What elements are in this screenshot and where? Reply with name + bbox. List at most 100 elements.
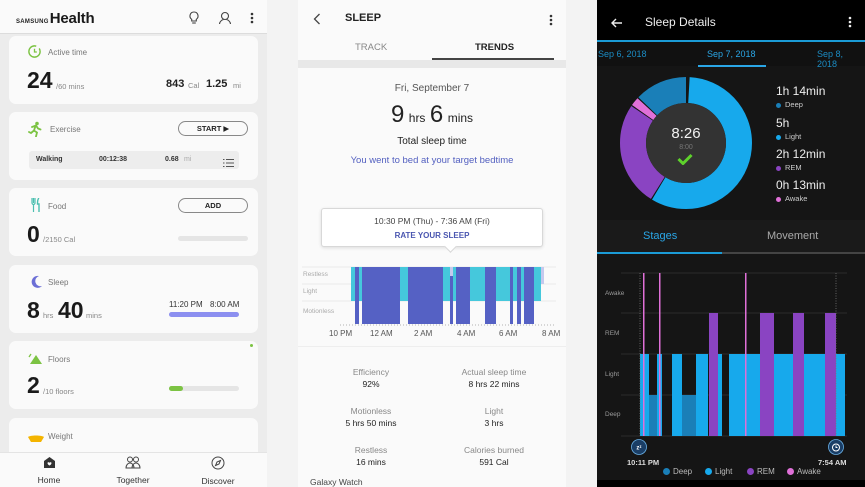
y-label-light: Light bbox=[303, 288, 318, 295]
nav-together[interactable]: Together bbox=[98, 456, 168, 485]
sleep-range-popup[interactable]: 10:30 PM (Thu) - 7:36 AM (Fri) RATE YOUR… bbox=[321, 208, 543, 247]
sleep-duration-bar bbox=[169, 312, 239, 317]
active-goal: /60 mins bbox=[56, 82, 85, 91]
moon-icon bbox=[31, 275, 47, 291]
checkmark-icon bbox=[677, 152, 693, 170]
more-vert-icon[interactable] bbox=[549, 13, 553, 31]
y-label-restless: Restless bbox=[303, 271, 328, 278]
stat-motionless: Motionless 5 hrs 50 mins bbox=[345, 406, 397, 428]
y-label-rem: REM bbox=[605, 330, 620, 337]
timer-icon bbox=[27, 44, 43, 60]
floors-value: 2 bbox=[27, 372, 40, 398]
awake-value: 0h 13min bbox=[776, 178, 826, 192]
rem-value: 2h 12min bbox=[776, 147, 826, 161]
sleep-stage-bars bbox=[302, 266, 556, 326]
home-icon bbox=[43, 457, 55, 468]
floors-goal: /10 floors bbox=[43, 387, 74, 396]
tab-trends[interactable]: TRENDS bbox=[475, 42, 515, 53]
tab-movement[interactable]: Movement bbox=[767, 230, 819, 242]
exercise-card[interactable]: Exercise START ▶ Walking 00:12:38 0.68 m… bbox=[9, 112, 258, 180]
back-arrow-icon[interactable] bbox=[611, 15, 623, 33]
tab-stages[interactable]: Stages bbox=[643, 230, 678, 242]
back-chevron-icon[interactable] bbox=[313, 12, 321, 30]
active-tab-indicator bbox=[597, 252, 722, 254]
nav-home[interactable]: Home bbox=[14, 456, 84, 485]
x-label: 8 AM bbox=[542, 329, 561, 338]
date-current[interactable]: Sep 7, 2018 bbox=[707, 49, 756, 59]
sleep-date: Fri, September 7 bbox=[394, 83, 470, 94]
legend-rem: REM bbox=[747, 467, 775, 476]
more-vert-icon[interactable] bbox=[848, 15, 852, 33]
divider bbox=[298, 346, 566, 347]
x-label: 4 AM bbox=[457, 329, 476, 338]
hours-unit: hrs bbox=[408, 111, 426, 125]
floors-card[interactable]: Floors 2 /10 floors bbox=[9, 341, 258, 409]
brand-health: Health bbox=[49, 10, 95, 27]
stat-restless: Restless 16 mins bbox=[354, 445, 388, 467]
card-label: Food bbox=[48, 202, 67, 211]
y-label-motionless: Motionless bbox=[303, 308, 335, 315]
floors-progress-fill bbox=[169, 386, 183, 391]
sleep-card[interactable]: Sleep 8 hrs 40 mins 11:20 PM 8:00 AM bbox=[9, 265, 258, 333]
bedtime-message: You went to bed at your target bedtime bbox=[350, 155, 514, 166]
date-next[interactable]: Sep 8, 2018 bbox=[817, 49, 844, 69]
total-sleep-time: 8:26 bbox=[671, 125, 701, 142]
nav-discover[interactable]: Discover bbox=[183, 456, 253, 486]
stat-actual-sleep: Actual sleep time 8 hrs 22 mins bbox=[461, 367, 527, 389]
sleep-donut-chart: 8:26 8:00 bbox=[619, 76, 753, 210]
y-label-deep: Deep bbox=[605, 411, 621, 418]
sleep-header: SLEEP TRACK TRENDS bbox=[298, 0, 566, 63]
rate-sleep-button[interactable]: RATE YOUR SLEEP bbox=[394, 231, 470, 240]
exercise-distance-unit: mi bbox=[184, 156, 192, 163]
food-card[interactable]: Food ADD 0 /2150 Cal bbox=[9, 188, 258, 256]
more-vert-icon[interactable] bbox=[244, 10, 260, 26]
active-tab-indicator bbox=[432, 58, 554, 60]
total-sleep-display: 9 hrs 6 mins bbox=[298, 101, 566, 129]
card-label: Active time bbox=[48, 48, 88, 57]
compass-icon bbox=[211, 456, 225, 470]
profile-icon[interactable] bbox=[217, 10, 233, 26]
rem-label: REM bbox=[776, 163, 802, 172]
legend-light: Light bbox=[705, 467, 732, 476]
distance-value: 1.25 bbox=[206, 78, 228, 90]
divider bbox=[298, 60, 566, 68]
stat-light: Light 3 hrs bbox=[484, 406, 504, 428]
mountain-icon bbox=[28, 352, 44, 368]
sleep-start-time: 11:20 PM bbox=[169, 300, 203, 309]
card-label: Exercise bbox=[50, 125, 81, 134]
food-progress-bar bbox=[178, 236, 248, 241]
tab-track[interactable]: TRACK bbox=[355, 42, 388, 53]
y-label-light: Light bbox=[605, 371, 620, 378]
brand-samsung: SAMSUNG bbox=[16, 19, 49, 25]
sleep-mins-unit: mins bbox=[86, 311, 102, 320]
total-hours: 9 bbox=[390, 101, 405, 128]
card-label: Floors bbox=[48, 355, 71, 364]
bottom-navigation: Home Together Discover bbox=[0, 452, 267, 487]
deep-value: 1h 14min bbox=[776, 84, 826, 98]
distance-unit: mi bbox=[233, 81, 241, 90]
exercise-activity: Walking bbox=[36, 156, 63, 163]
app-logo: SAMSUNG Health bbox=[16, 10, 95, 27]
lightbulb-icon[interactable] bbox=[186, 10, 202, 26]
data-source: Galaxy Watch bbox=[310, 477, 363, 487]
exercise-log-row[interactable]: Walking 00:12:38 0.68 mi bbox=[29, 151, 239, 169]
running-icon bbox=[28, 121, 44, 138]
food-calories-value: 0 bbox=[27, 221, 40, 247]
x-label: 2 AM bbox=[414, 329, 433, 338]
list-icon[interactable] bbox=[223, 155, 234, 173]
sleep-start-time: 10:11 PM bbox=[627, 458, 660, 467]
stat-calories: Calories burned 591 Cal bbox=[463, 445, 524, 467]
active-time-card[interactable]: Active time 24 /60 mins 843 Cal 1.25 mi bbox=[9, 36, 258, 104]
start-exercise-button[interactable]: START ▶ bbox=[178, 121, 248, 136]
light-label: Light bbox=[776, 132, 801, 141]
x-label: 10 PM bbox=[329, 329, 353, 338]
active-date-indicator bbox=[698, 65, 766, 67]
add-food-button[interactable]: ADD bbox=[178, 198, 248, 213]
date-prev[interactable]: Sep 6, 2018 bbox=[598, 49, 647, 59]
sleep-hours-unit: hrs bbox=[43, 311, 54, 320]
app-header: SAMSUNG Health bbox=[0, 0, 267, 34]
fork-knife-icon bbox=[31, 197, 47, 214]
total-sleep-label: Total sleep time bbox=[397, 136, 467, 147]
page-title: Sleep Details bbox=[645, 15, 716, 29]
